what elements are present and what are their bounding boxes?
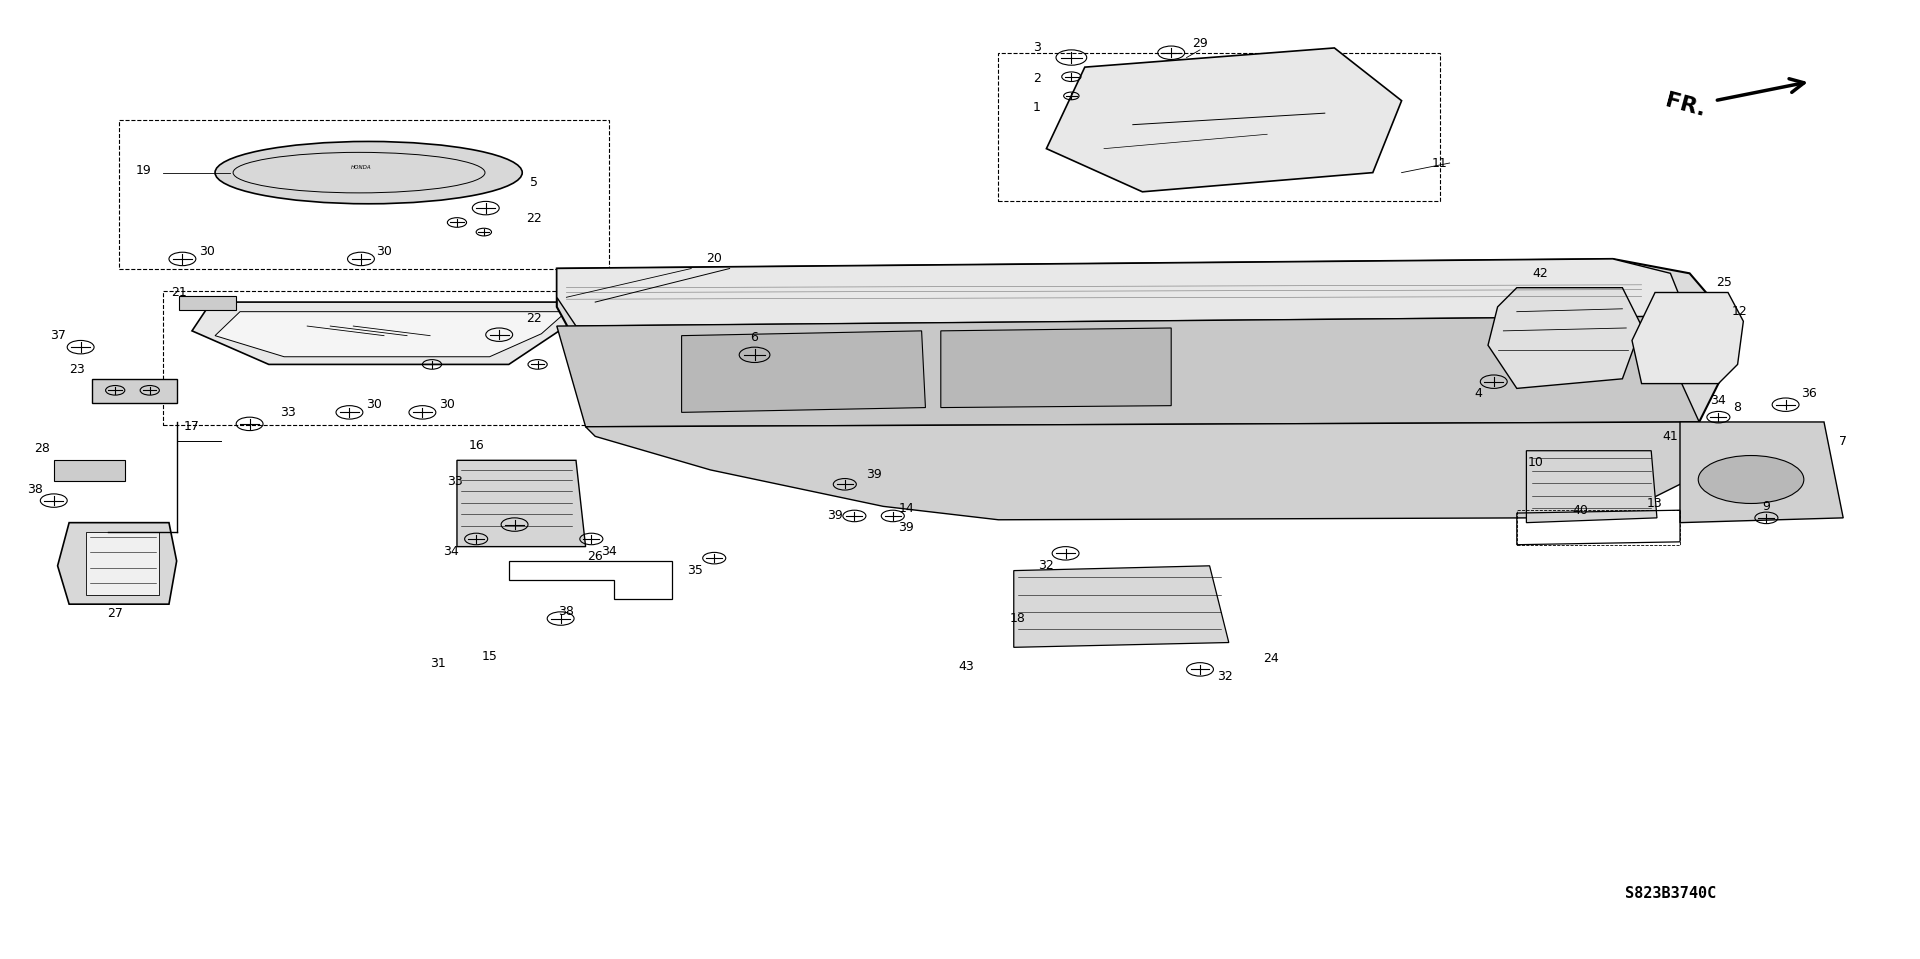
Text: 29: 29 [1192, 36, 1208, 50]
Polygon shape [941, 328, 1171, 408]
Text: 3: 3 [1033, 41, 1041, 55]
Polygon shape [54, 460, 125, 481]
Text: 23: 23 [69, 363, 84, 376]
Polygon shape [92, 379, 177, 403]
Text: 33: 33 [280, 406, 296, 419]
Polygon shape [682, 331, 925, 412]
Text: 32: 32 [1217, 669, 1233, 683]
Polygon shape [215, 312, 566, 357]
Text: 18: 18 [1010, 612, 1025, 625]
Text: 43: 43 [958, 660, 973, 673]
Polygon shape [1014, 566, 1229, 647]
Text: 19: 19 [136, 164, 152, 177]
Polygon shape [457, 460, 586, 547]
Text: 1: 1 [1033, 101, 1041, 114]
Ellipse shape [215, 141, 522, 204]
Text: 34: 34 [444, 545, 459, 558]
Text: HONDA: HONDA [351, 165, 371, 171]
Text: 8: 8 [1734, 401, 1741, 414]
Text: 34: 34 [1711, 394, 1726, 408]
Text: 31: 31 [430, 657, 445, 670]
Text: 38: 38 [559, 605, 574, 619]
Polygon shape [86, 532, 159, 595]
Text: 34: 34 [601, 545, 616, 558]
Bar [163, 291, 634, 425]
Text: 5: 5 [530, 175, 538, 189]
Text: 28: 28 [35, 442, 50, 456]
Ellipse shape [1697, 456, 1805, 503]
Text: 10: 10 [1528, 456, 1544, 469]
Text: 20: 20 [707, 252, 722, 266]
Text: FR.: FR. [1663, 90, 1709, 121]
Text: 35: 35 [687, 564, 703, 577]
Text: 17: 17 [184, 420, 200, 433]
Text: 26: 26 [588, 550, 603, 563]
Polygon shape [557, 259, 1680, 326]
Bar [998, 53, 1440, 201]
Polygon shape [557, 259, 1728, 518]
Text: 22: 22 [526, 212, 541, 225]
Text: 38: 38 [27, 482, 42, 496]
Text: 14: 14 [899, 502, 914, 515]
Text: 30: 30 [367, 398, 382, 411]
Text: 6: 6 [751, 331, 758, 344]
Text: 33: 33 [447, 475, 463, 488]
Text: 22: 22 [526, 312, 541, 325]
Text: 11: 11 [1432, 156, 1448, 170]
Bar [1517, 510, 1680, 545]
Polygon shape [1046, 48, 1402, 192]
Text: 41: 41 [1663, 430, 1678, 443]
Text: 36: 36 [1801, 386, 1816, 400]
Polygon shape [58, 523, 177, 604]
Text: 13: 13 [1647, 497, 1663, 510]
Text: 32: 32 [1039, 559, 1054, 573]
Text: S823B3740C: S823B3740C [1624, 886, 1716, 901]
FancyBboxPatch shape [179, 296, 236, 310]
Text: 30: 30 [440, 398, 455, 411]
Text: 30: 30 [200, 245, 215, 258]
Text: 21: 21 [171, 286, 186, 299]
Text: 25: 25 [1716, 276, 1732, 290]
Text: 7: 7 [1839, 434, 1847, 448]
Text: 9: 9 [1763, 500, 1770, 513]
Bar [119, 120, 609, 269]
Text: 2: 2 [1033, 72, 1041, 85]
Text: 30: 30 [376, 245, 392, 258]
Text: 15: 15 [482, 650, 497, 664]
Polygon shape [1680, 422, 1843, 523]
Polygon shape [1488, 288, 1642, 388]
Polygon shape [557, 316, 1699, 427]
Text: 4: 4 [1475, 386, 1482, 400]
Text: 16: 16 [468, 439, 484, 453]
Text: 39: 39 [899, 521, 914, 534]
Text: 12: 12 [1732, 305, 1747, 318]
Polygon shape [586, 422, 1728, 520]
Polygon shape [1632, 292, 1743, 384]
Text: 39: 39 [866, 468, 881, 481]
Text: 24: 24 [1263, 652, 1279, 666]
Text: 27: 27 [108, 607, 123, 620]
Polygon shape [192, 302, 595, 364]
Text: 42: 42 [1532, 267, 1548, 280]
Text: 40: 40 [1572, 503, 1588, 517]
Text: 37: 37 [50, 329, 65, 342]
Polygon shape [1526, 451, 1657, 523]
Text: 39: 39 [828, 509, 843, 523]
